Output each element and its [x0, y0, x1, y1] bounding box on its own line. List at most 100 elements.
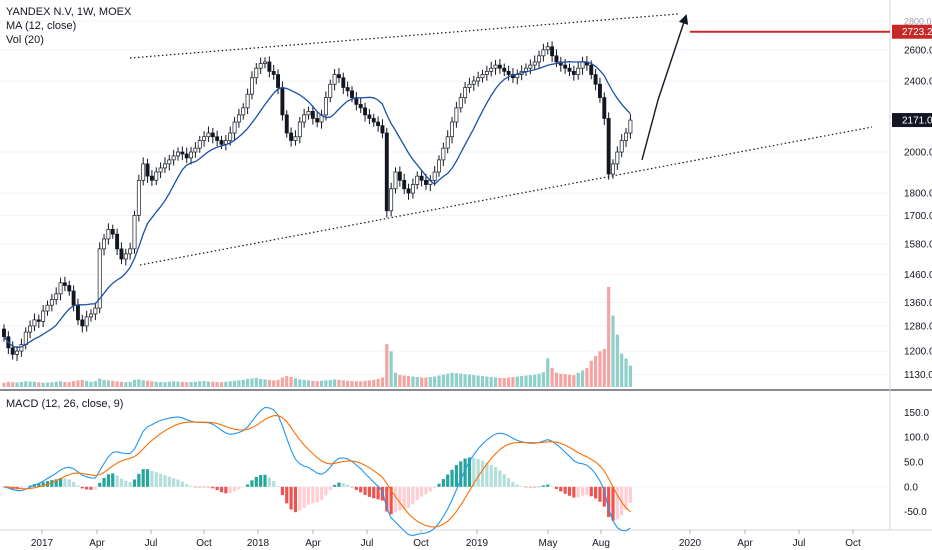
candle-body[interactable] — [441, 147, 446, 161]
candle-body[interactable] — [458, 97, 463, 109]
candle-body[interactable] — [284, 114, 289, 134]
vol-legend-label[interactable]: Vol (20) — [6, 34, 44, 46]
candle-body[interactable] — [236, 114, 241, 123]
candle-body[interactable] — [580, 61, 585, 69]
ma-legend-label[interactable]: MA (12, close) — [6, 20, 77, 32]
candle-body[interactable] — [419, 175, 424, 181]
candle-body[interactable] — [624, 132, 629, 141]
symbol-label[interactable]: YANDEX N.V, 1W, MOEX — [6, 6, 132, 18]
candle-body[interactable] — [241, 107, 246, 116]
candle-body[interactable] — [106, 229, 111, 240]
candle-body[interactable] — [593, 74, 598, 85]
candle-body[interactable] — [545, 46, 550, 51]
candle-body[interactable] — [341, 77, 346, 88]
candle-body[interactable] — [528, 64, 533, 69]
candle-body[interactable] — [289, 132, 294, 141]
candle-body[interactable] — [367, 114, 372, 119]
candle-body[interactable] — [115, 233, 120, 250]
candle-body[interactable] — [123, 253, 128, 260]
candle-body[interactable] — [628, 119, 633, 134]
rebound-arrow-segment[interactable] — [641, 99, 659, 161]
candle-body[interactable] — [415, 175, 420, 185]
candle-body[interactable] — [350, 90, 354, 98]
candle-body[interactable] — [389, 188, 394, 212]
candle-body[interactable] — [589, 64, 594, 75]
candle-body[interactable] — [571, 70, 576, 75]
candle-body[interactable] — [254, 67, 259, 79]
candle-body[interactable] — [75, 304, 80, 321]
candle-body[interactable] — [554, 55, 559, 63]
candle-body[interactable] — [62, 282, 67, 286]
candle-body[interactable] — [280, 87, 285, 116]
candle-body[interactable] — [493, 64, 498, 69]
candle-body[interactable] — [180, 151, 185, 155]
candle-body[interactable] — [132, 215, 137, 250]
candle-body[interactable] — [32, 319, 37, 327]
candle-body[interactable] — [271, 70, 276, 75]
candle-body[interactable] — [315, 118, 320, 123]
candle-body[interactable] — [10, 347, 15, 355]
candle-body[interactable] — [611, 163, 615, 175]
candle-body[interactable] — [128, 248, 133, 255]
candle-body[interactable] — [345, 87, 350, 92]
candle-body[interactable] — [93, 307, 98, 315]
candle-body[interactable] — [193, 147, 198, 153]
candle-body[interactable] — [219, 140, 224, 145]
candle-body[interactable] — [532, 61, 537, 66]
candle-body[interactable] — [424, 179, 428, 185]
candle-body[interactable] — [502, 67, 507, 72]
candle-body[interactable] — [58, 282, 63, 295]
candle-body[interactable] — [606, 118, 611, 175]
candle-body[interactable] — [406, 188, 411, 194]
candle-body[interactable] — [467, 83, 472, 88]
candle-body[interactable] — [19, 344, 24, 352]
candle-body[interactable] — [310, 111, 315, 119]
candle-body[interactable] — [136, 179, 141, 216]
candle-body[interactable] — [602, 97, 607, 119]
candle-body[interactable] — [480, 74, 485, 79]
target-price-tag[interactable] — [892, 24, 932, 39]
macd-axis[interactable]: 150.0 100.0 50.0 0.0 -50.0 — [904, 408, 929, 518]
candle-body[interactable] — [432, 171, 437, 181]
candle-body[interactable] — [245, 93, 250, 109]
candle-body[interactable] — [197, 140, 202, 149]
candle-body[interactable] — [171, 155, 176, 161]
candle-body[interactable] — [84, 316, 89, 327]
candle-body[interactable] — [380, 125, 385, 134]
candle-body[interactable] — [358, 104, 363, 109]
candle-body[interactable] — [332, 74, 337, 85]
candle-body[interactable] — [550, 46, 555, 57]
candle-body[interactable] — [402, 179, 407, 190]
candle-body[interactable] — [476, 77, 481, 82]
candle-body[interactable] — [497, 64, 502, 69]
candle-body[interactable] — [463, 87, 468, 98]
candle-body[interactable] — [576, 67, 581, 75]
candle-body[interactable] — [67, 285, 72, 292]
candle-body[interactable] — [71, 290, 76, 306]
candle-body[interactable] — [119, 248, 124, 260]
candle-body[interactable] — [397, 171, 402, 181]
candle-body[interactable] — [302, 114, 307, 123]
candle-body[interactable] — [384, 132, 389, 212]
candle-body[interactable] — [89, 313, 93, 318]
candle-body[interactable] — [45, 304, 50, 312]
candle-body[interactable] — [410, 184, 415, 194]
candle-body[interactable] — [28, 325, 33, 333]
candle-body[interactable] — [323, 97, 328, 116]
candle-body[interactable] — [541, 49, 546, 57]
last-price-tag[interactable] — [892, 113, 932, 128]
candle-body[interactable] — [276, 74, 281, 88]
candle-body[interactable] — [363, 107, 368, 116]
candle-body[interactable] — [293, 136, 298, 141]
candle-body[interactable] — [619, 140, 624, 153]
candle-body[interactable] — [102, 238, 106, 250]
candle-body[interactable] — [167, 159, 172, 165]
candle-body[interactable] — [2, 328, 6, 338]
candle-body[interactable] — [149, 175, 154, 181]
candle-body[interactable] — [524, 67, 528, 72]
candle-body[interactable] — [232, 121, 237, 134]
candle-body[interactable] — [206, 132, 211, 138]
candle-body[interactable] — [145, 163, 150, 177]
candle-body[interactable] — [154, 171, 159, 181]
candle-body[interactable] — [537, 55, 542, 63]
